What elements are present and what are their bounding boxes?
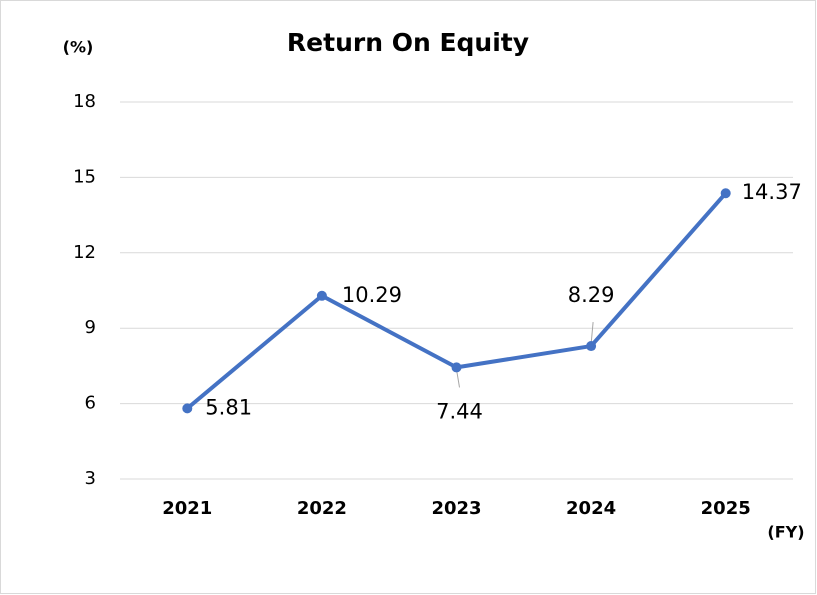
data-point	[451, 362, 462, 373]
data-label: 7.44	[436, 399, 483, 423]
y-tick-label: 12	[73, 242, 96, 263]
leader-line	[590, 321, 594, 345]
y-tick-label: 6	[85, 393, 96, 414]
data-point	[182, 403, 193, 414]
data-label: 8.29	[568, 283, 615, 307]
x-tick-label: 2025	[701, 498, 751, 519]
y-tick-label: 18	[73, 91, 96, 112]
y-tick-label: 3	[85, 468, 96, 489]
chart-title: Return On Equity	[287, 28, 529, 57]
data-label: 5.81	[205, 395, 252, 419]
x-tick-label: 2022	[297, 498, 347, 519]
data-label: 14.37	[742, 180, 802, 204]
x-axis-unit: (FY)	[767, 523, 804, 542]
y-axis-unit: (%)	[63, 38, 94, 57]
y-tick-label: 9	[85, 317, 96, 338]
x-tick-label: 2024	[566, 498, 616, 519]
data-point	[720, 188, 731, 199]
x-tick-label: 2023	[431, 498, 481, 519]
y-tick-label: 15	[73, 166, 96, 187]
data-point	[316, 290, 327, 301]
x-tick-label: 2021	[162, 498, 212, 519]
data-label: 10.29	[342, 283, 402, 307]
leader-line	[456, 369, 460, 388]
data-point	[586, 341, 597, 352]
